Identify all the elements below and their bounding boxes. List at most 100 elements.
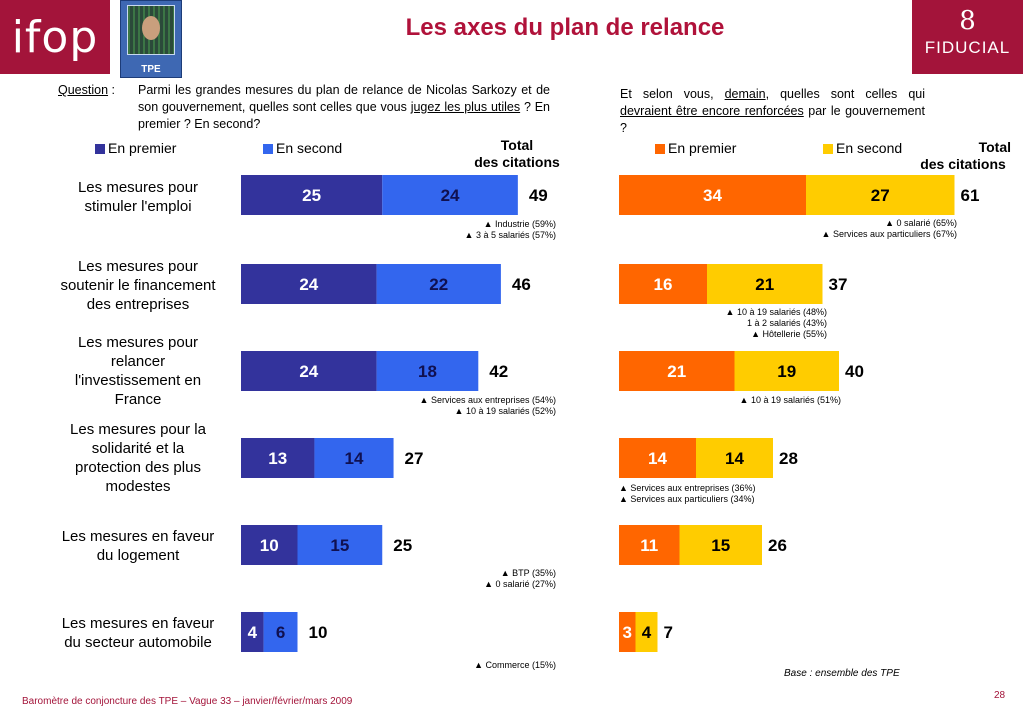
page-number: 28 [994, 690, 1006, 701]
legend-right-second-label: En second [836, 140, 903, 156]
left-bar-first-value-3: 13 [268, 449, 287, 468]
row-label: Les mesures pour la solidarité et la prote… [38, 420, 238, 496]
right-question-part3: par le gouvernement ? [620, 104, 925, 135]
row-label-line: solidarité et la [91, 440, 185, 457]
right-bar-second-value-1: 21 [755, 275, 774, 294]
left-bar-first-0 [241, 175, 383, 215]
row-label-line: Les mesures pour [77, 257, 199, 275]
left-bar-first-1 [241, 264, 377, 304]
right-bar-second-1 [707, 264, 823, 304]
right-bar-second-0 [806, 175, 955, 215]
legend-left-second-label: En second [276, 140, 343, 156]
fiducial-logo: 8 FIDUCIAL [912, 0, 1023, 74]
right-bar-second-3 [696, 438, 773, 478]
legend-left-first: En premier [95, 140, 176, 156]
right-bar-first-value-2: 21 [667, 362, 686, 381]
left-question: Parmi les grandes mesures du plan de rel… [138, 82, 550, 133]
left-note-line: ▲ Industrie (59%) [483, 219, 556, 229]
left-bar-first-3 [241, 438, 315, 478]
right-total-value-0: 61 [961, 186, 980, 205]
row-label: Les mesures pour soutenir le financement d… [38, 257, 238, 314]
right-question-part1: Et selon vous, [620, 87, 725, 101]
row-label-line: modestes [105, 478, 171, 495]
right-bar-second-4 [679, 525, 762, 565]
row-label-line: soutenir le financement [60, 276, 216, 294]
right-total-value-4: 26 [768, 536, 787, 555]
left-bar-first-value-2: 24 [299, 362, 318, 381]
row-label-line: Les mesures pour la [70, 421, 206, 438]
left-bar-second-value-5: 6 [276, 623, 285, 642]
left-bar-second-value-0: 24 [441, 186, 460, 205]
right-question-underlined1: demain [724, 87, 766, 101]
tpe-badge-label: TPE [141, 64, 161, 75]
row-label-line: relancer [110, 353, 166, 370]
left-bar-first-value-5: 4 [248, 623, 258, 642]
right-total-value-5: 7 [664, 623, 673, 642]
row-label-line: Les mesures en faveur [61, 615, 215, 632]
row-label: Les mesures en faveur du logement [38, 527, 238, 565]
left-note-line: ▲ Commerce (15%) [474, 660, 556, 670]
total-header-right-line1: Total [978, 139, 1011, 155]
left-note-line: ▲ 3 à 5 salariés (57%) [464, 230, 556, 240]
legend-left-second: En second [263, 140, 342, 156]
left-note-line: ▲ 10 à 19 salariés (52%) [454, 406, 556, 416]
total-header-left-line2: des citations [474, 154, 560, 170]
footer: Baromètre de conjoncture des TPE – Vague… [22, 696, 353, 707]
right-bar-second-2 [734, 351, 839, 391]
left-note-line: ▲ 0 salarié (27%) [484, 579, 556, 589]
left-bar-second-1 [376, 264, 501, 304]
right-note-line: ▲ 0 salarié (65%) [885, 218, 957, 228]
row-label-line: Les mesures pour [77, 179, 199, 196]
right-note-line: ▲ 10 à 19 salariés (48%) [725, 307, 827, 317]
right-total-value-3: 28 [779, 449, 798, 468]
left-note: ▲ BTP (35%) ▲ 0 salarié (27%) [326, 568, 556, 590]
page-title: Les axes du plan de relance [405, 14, 725, 41]
left-bar-second-value-3: 14 [345, 449, 364, 468]
left-note-line: ▲ BTP (35%) [500, 568, 556, 578]
left-note: ▲ Industrie (59%) ▲ 3 à 5 salariés (57%) [326, 219, 556, 241]
row-label-line: Les mesures pour [77, 334, 199, 351]
right-bar-first-0 [619, 175, 806, 215]
total-header-right-line2: des citations [920, 156, 1006, 172]
right-bar-first-value-4: 11 [640, 536, 658, 555]
total-header-left: Total des citations [458, 137, 576, 171]
fiducial-mark-icon: 8 [959, 6, 976, 36]
right-note-line: ▲ Services aux particuliers (34%) [619, 494, 755, 504]
row-label-line: Les mesures en faveur [61, 528, 215, 545]
total-header-left-line1: Total [500, 137, 534, 153]
left-total-value-4: 25 [393, 536, 412, 555]
right-bar-first-4 [619, 525, 680, 565]
base-note: Base : ensemble des TPE [784, 668, 900, 679]
right-bar-second-value-0: 27 [871, 186, 890, 205]
right-bar-second-value-4: 15 [711, 536, 730, 555]
right-bar-second-value-2: 19 [777, 362, 796, 381]
left-total-value-3: 27 [405, 449, 424, 468]
right-bar-first-3 [619, 438, 696, 478]
right-bar-second-value-5: 4 [642, 623, 652, 642]
left-bar-second-value-1: 22 [429, 275, 448, 294]
right-note: ▲ Services aux entreprises (36%) ▲ Servic… [619, 483, 849, 505]
ifop-logo-text: ifop [11, 11, 99, 63]
question-label: Question [58, 83, 109, 97]
right-total-value-1: 37 [829, 275, 848, 294]
legend-left-first-label: En premier [108, 140, 177, 156]
right-note: ▲ 0 salarié (65%) ▲ Services aux particul… [727, 218, 957, 240]
left-total-value-1: 46 [512, 275, 531, 294]
row-label: Les mesures pour relancer l'investissement… [38, 333, 238, 409]
left-bar-first-2 [241, 351, 377, 391]
row-label-line: du logement [96, 547, 180, 564]
left-note-line: ▲ Services aux entreprises (54%) [419, 395, 556, 405]
right-note-line: ▲ Hôtellerie (55%) [751, 329, 827, 339]
right-question-underlined2: devraient être encore renforcées [620, 104, 804, 118]
left-question-text: Parmi les grandes mesures du plan de rel… [138, 83, 550, 114]
left-question-end: ? En premier ? En second? [138, 100, 550, 131]
row-label-line: du secteur automobile [64, 634, 212, 651]
right-note: ▲ 10 à 19 salariés (48%) 1 à 2 salariés (… [597, 307, 827, 340]
row-label: Les mesures pour stimuler l'emploi [38, 178, 238, 216]
left-bar-second-3 [314, 438, 394, 478]
right-bar-second-value-3: 14 [725, 449, 744, 468]
left-total-value-0: 49 [529, 186, 548, 205]
legend-right-second-swatch [823, 144, 833, 155]
left-bar-first-value-0: 25 [302, 186, 321, 205]
question-colon: : [108, 83, 115, 97]
